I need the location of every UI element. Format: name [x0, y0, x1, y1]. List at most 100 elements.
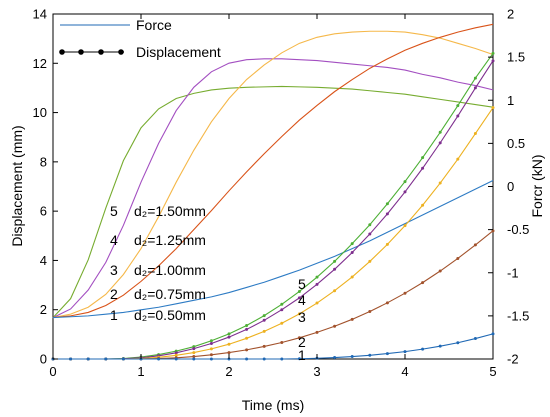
right-y-axis-label: Forcr (kN): [529, 155, 545, 218]
displacement-point-1-18: [368, 353, 372, 357]
displacement-point-1-22: [438, 344, 442, 348]
displacement-point-4-23: [456, 114, 460, 118]
displacement-point-4-12: [262, 318, 266, 322]
x-tick-label-2: 2: [225, 364, 232, 379]
x-tick-label-0: 0: [49, 364, 56, 379]
displacement-point-3-15: [315, 301, 319, 305]
legend: Force Displacement: [59, 17, 221, 60]
displacement-point-2-23: [456, 256, 460, 260]
legend-force-label: Force: [136, 17, 172, 33]
displacement-point-3-22: [438, 181, 442, 185]
annotation-label-3: d₂=1.00mm: [134, 262, 206, 278]
displacement-point-5-12: [262, 314, 266, 318]
displacement-line-4: [53, 60, 494, 360]
displacement-point-3-21: [421, 203, 425, 207]
displacement-point-5-22: [438, 130, 442, 134]
annotation-label-5: d₂=1.50mm: [134, 203, 206, 219]
annotation-label-1: d₂=0.50mm: [134, 307, 206, 323]
displacement-point-5-10: [227, 332, 231, 336]
displacement-point-1-17: [350, 355, 354, 359]
displacement-point-5-20: [403, 180, 407, 184]
displacement-point-2-21: [421, 281, 425, 285]
displacement-point-3-13: [280, 321, 284, 325]
force-line-1: [52, 179, 494, 319]
displacement-point-5-18: [368, 223, 372, 227]
force-line-3: [52, 30, 494, 319]
displacement-point-5-23: [456, 104, 460, 108]
displacement-point-4-15: [315, 282, 319, 286]
curve-number-3: 3: [298, 309, 306, 325]
displacement-series-2: [51, 229, 495, 361]
x-tick-label-5: 5: [489, 364, 496, 379]
displacement-point-2-17: [350, 317, 354, 321]
displacement-point-5-21: [421, 156, 425, 160]
displacement-point-4-8: [192, 347, 196, 351]
displacement-point-4-17: [350, 251, 354, 255]
displacement-point-5-17: [350, 242, 354, 246]
displacement-point-1-19: [385, 352, 389, 356]
left-y-tick-label-0: 0: [40, 352, 47, 367]
displacement-point-4-10: [227, 335, 231, 339]
left-y-tick-label-3: 6: [40, 204, 47, 219]
displacement-point-4-14: [297, 296, 301, 300]
displacement-point-5-25: [491, 51, 495, 55]
force-series-group: [52, 23, 494, 319]
displacement-point-2-10: [227, 351, 231, 355]
displacement-point-2-8: [192, 355, 196, 359]
displacement-point-2-13: [280, 340, 284, 344]
displacement-point-3-10: [227, 342, 231, 346]
annotation-num-4: 4: [110, 232, 118, 248]
displacement-point-1-16: [333, 356, 337, 360]
displacement-point-1-20: [403, 350, 407, 354]
x-tick-label-4: 4: [401, 364, 408, 379]
displacement-point-2-20: [403, 291, 407, 295]
displacement-point-1-24: [473, 337, 477, 341]
displacement-point-1-14: [297, 357, 301, 361]
curve-number-1: 1: [298, 347, 306, 363]
displacement-point-1-21: [421, 347, 425, 351]
force-line-5: [52, 85, 494, 318]
annotation-num-5: 5: [110, 203, 118, 219]
displacement-point-5-19: [385, 202, 389, 206]
displacement-point-1-2: [86, 357, 90, 361]
displacement-point-5-24: [473, 76, 477, 80]
right-y-tick-label-5: 0.5: [507, 136, 525, 151]
left-y-axis-label: Displacement (mm): [9, 125, 25, 246]
displacement-line-2: [53, 230, 494, 360]
displacement-point-3-24: [473, 132, 477, 136]
right-y-tick-label-0: -2: [507, 352, 519, 367]
displacement-point-3-23: [456, 157, 460, 161]
x-tick-label-1: 1: [137, 364, 144, 379]
right-y-tick-label-6: 1: [507, 93, 514, 108]
displacement-point-4-22: [438, 141, 442, 145]
right-y-tick-label-1: -1.5: [507, 308, 529, 323]
right-y-axis-ticks: -2 -1.5 -1 -0.5 0 0.5 1 1.5 2: [488, 7, 529, 367]
displacement-point-1-4: [121, 357, 125, 361]
displacement-point-5-14: [297, 289, 301, 293]
displacement-point-4-20: [403, 190, 407, 194]
displacement-point-1-6: [157, 357, 161, 361]
left-y-tick-label-2: 4: [40, 253, 47, 268]
curve-number-2: 2: [298, 334, 306, 350]
displacement-point-1-11: [245, 357, 249, 361]
d2-annotation-list: 5 d₂=1.50mm 4 d₂=1.25mm 3 d₂=1.00mm 2 d₂…: [110, 203, 206, 323]
displacement-point-5-13: [280, 302, 284, 306]
displacement-point-1-13: [280, 357, 284, 361]
legend-displacement-swatch: [59, 49, 124, 55]
displacement-point-1-1: [69, 357, 73, 361]
displacement-point-1-8: [192, 357, 196, 361]
displacement-point-2-22: [438, 269, 442, 273]
displacement-point-4-7: [174, 351, 178, 355]
displacement-point-5-9: [209, 339, 213, 343]
displacement-point-4-11: [245, 327, 249, 331]
annotation-num-3: 3: [110, 262, 118, 278]
displacement-point-1-7: [174, 357, 178, 361]
displacement-series-4: [51, 59, 495, 361]
displacement-point-2-24: [473, 243, 477, 247]
displacement-point-4-21: [421, 166, 425, 170]
annotation-label-4: d₂=1.25mm: [134, 232, 206, 248]
displacement-point-3-7: [174, 353, 178, 357]
left-y-tick-label-1: 2: [40, 302, 47, 317]
